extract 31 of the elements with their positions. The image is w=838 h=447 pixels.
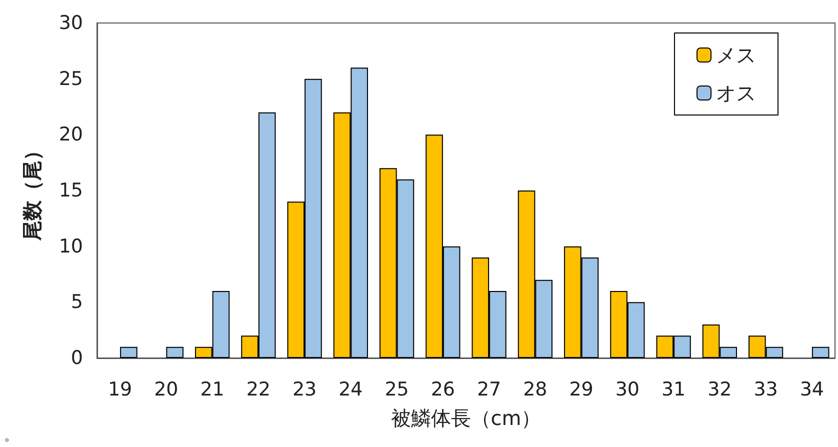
x-tick-label: 30 (615, 378, 640, 400)
x-tick-label: 24 (338, 378, 363, 400)
x-tick-label: 33 (754, 378, 778, 400)
text: 。 (4, 428, 18, 444)
bar (120, 346, 138, 358)
bar (166, 346, 184, 358)
x-tick-label: 28 (523, 378, 548, 400)
y-tick-label: 20 (58, 124, 83, 146)
x-tick-label: 26 (430, 378, 456, 400)
y-tick-label: 30 (58, 12, 83, 34)
legend-label: オス (716, 81, 756, 105)
x-tick-label: 32 (708, 378, 732, 400)
x-tick-label: 31 (661, 378, 686, 400)
x-axis-title: 被鱗体長（cm） (390, 406, 542, 430)
x-tick-label: 20 (154, 378, 178, 400)
y-tick-label: 10 (58, 235, 83, 258)
x-tick-label: 25 (384, 378, 409, 400)
x-tick-label: 34 (800, 378, 824, 400)
y-tick-label: 25 (58, 68, 83, 90)
y-tick-label: 15 (58, 180, 83, 202)
y-axis-title: 尾数（尾） (20, 140, 44, 242)
x-tick-label: 21 (200, 378, 224, 400)
x-tick-label: 27 (476, 378, 502, 400)
x-tick-label: 23 (292, 378, 317, 400)
legend-label: メス (716, 43, 756, 67)
x-tick-label: 19 (108, 378, 132, 400)
y-tick-label: 5 (70, 291, 83, 314)
y-tick-label: 0 (70, 347, 83, 369)
bar (812, 346, 830, 358)
x-tick-label: 22 (246, 378, 271, 400)
x-tick-label: 29 (569, 378, 594, 400)
